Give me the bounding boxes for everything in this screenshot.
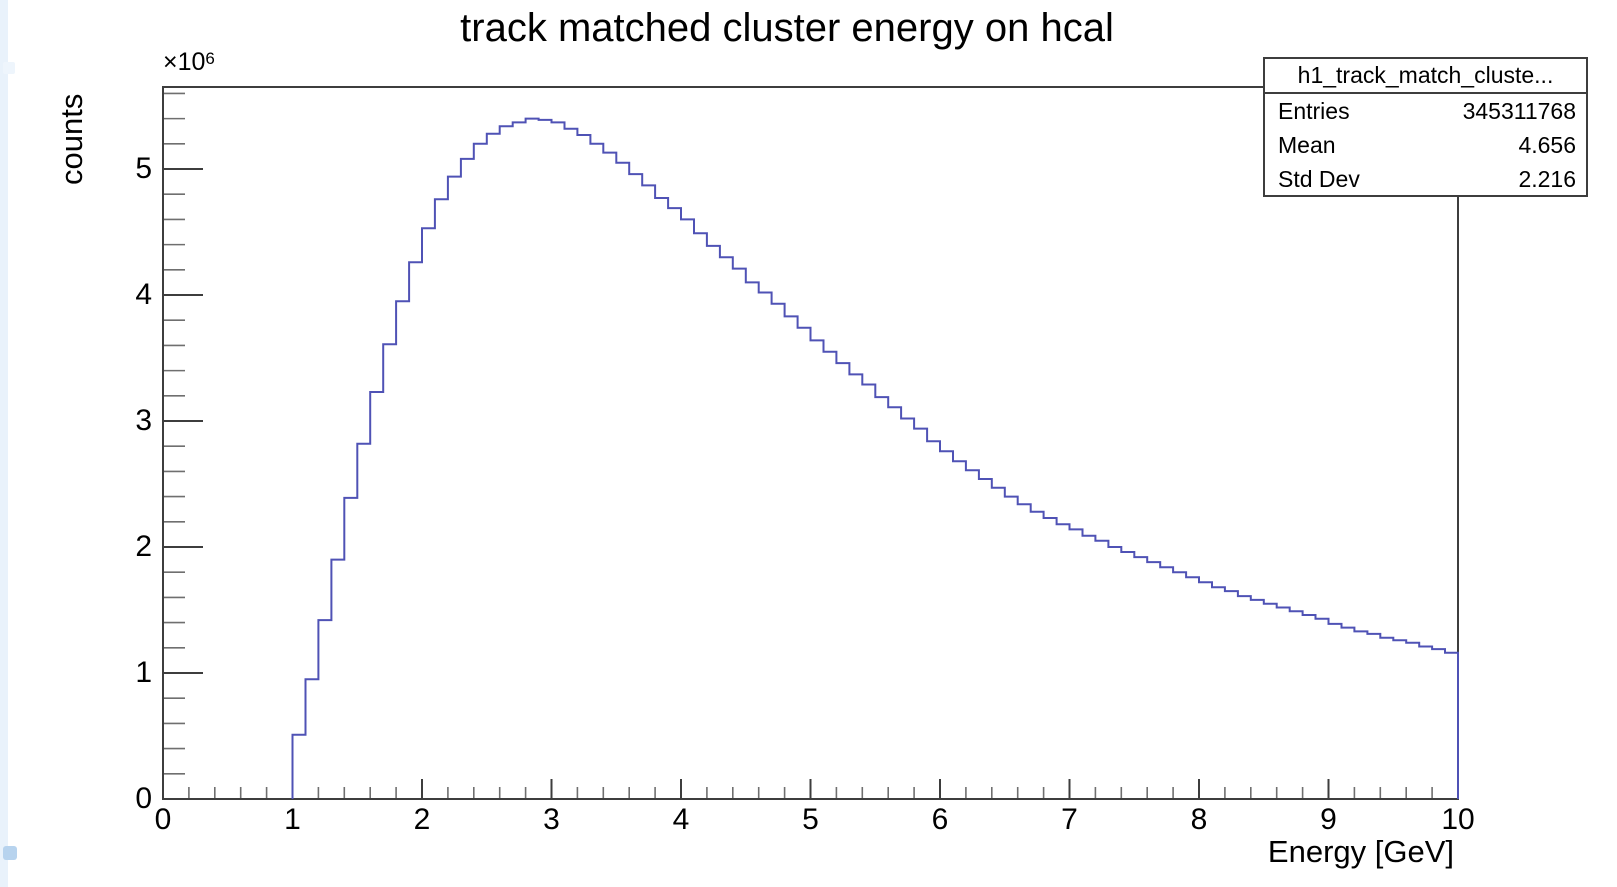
x-tick-label: 10 (1441, 803, 1475, 836)
stats-row-entries: Entries 345311768 (1265, 94, 1586, 128)
chart-title: track matched cluster energy on hcal (460, 6, 1114, 50)
x-axis-title: Energy [GeV] (1267, 834, 1454, 869)
y-axis-exponent: ×106 (163, 48, 215, 76)
window-edge-strip (0, 0, 8, 887)
y-tick-label: 2 (135, 530, 152, 563)
plot-frame (162, 86, 1459, 800)
stats-value: 4.656 (1518, 132, 1576, 158)
x-tick-label: 3 (543, 803, 560, 836)
y-axis-title: counts (54, 93, 89, 185)
x-tick-label: 8 (1190, 803, 1208, 836)
desktop-artifact-top (3, 62, 15, 74)
stats-label: Std Dev (1278, 166, 1360, 192)
x-tick-label: 2 (413, 803, 431, 836)
x-tick-label: 4 (672, 803, 690, 836)
histogram-line (291, 117, 1459, 799)
y-tick-label: 5 (135, 152, 152, 186)
x-tick-label: 5 (802, 803, 819, 836)
stats-value: 2.216 (1518, 166, 1576, 192)
x-tick-label: 6 (931, 803, 949, 836)
stats-box: h1_track_match_cluste... Entries 3453117… (1263, 57, 1588, 197)
stats-row-stddev: Std Dev 2.216 (1265, 162, 1586, 196)
x-tick-label: 1 (284, 803, 301, 836)
y-tick-label: 1 (135, 656, 152, 689)
stats-row-mean: Mean 4.656 (1265, 128, 1586, 162)
stats-label: Entries (1278, 98, 1350, 124)
y-tick-label: 0 (135, 782, 152, 815)
x-tick-label: 9 (1320, 803, 1337, 836)
stats-box-title: h1_track_match_cluste... (1265, 59, 1586, 94)
stats-label: Mean (1278, 132, 1336, 158)
y-tick-label: 3 (135, 404, 152, 437)
x-tick-label: 7 (1061, 803, 1078, 836)
y-tick-label: 4 (135, 278, 152, 312)
stats-value: 345311768 (1462, 98, 1576, 124)
x-tick-label: 0 (154, 803, 172, 836)
desktop-artifact-bottom (3, 846, 17, 860)
